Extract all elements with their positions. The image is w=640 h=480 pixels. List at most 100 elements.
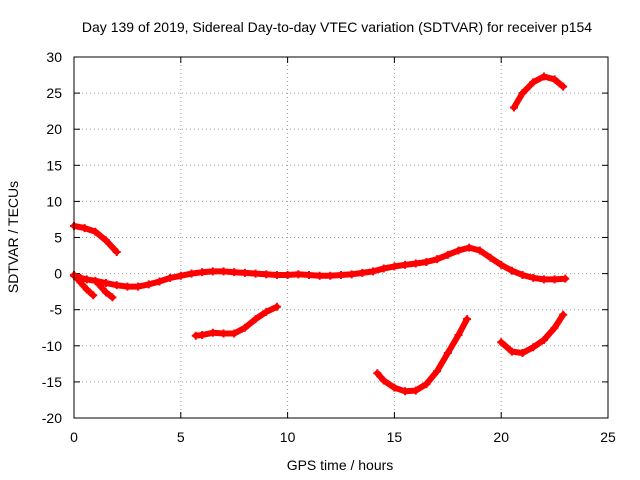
data-point: [507, 266, 516, 275]
data-point: [497, 338, 506, 347]
data-point: [187, 269, 196, 278]
x-tick-labels: 0 5 10 15 20 25: [70, 429, 616, 445]
data-point: [369, 267, 378, 276]
data-point: [539, 336, 548, 345]
data-point: [251, 269, 260, 278]
y-axis-title: SDTVAR / TECUs: [5, 181, 21, 293]
data-point: [251, 315, 260, 324]
data-point: [283, 271, 292, 280]
data-point: [529, 78, 538, 87]
data-point: [559, 310, 568, 319]
y-tick-label: 25: [46, 85, 62, 101]
data-point: [155, 277, 164, 286]
data-point: [219, 329, 228, 338]
y-tick-label: 30: [46, 49, 62, 65]
data-point: [262, 307, 271, 316]
data-point: [422, 258, 431, 267]
data-point: [95, 281, 104, 290]
data-point: [539, 72, 548, 81]
data-point: [510, 103, 519, 112]
data-point: [198, 268, 207, 277]
data-point: [475, 246, 484, 255]
y-tick-label: 0: [54, 266, 62, 282]
x-tick-label: 5: [177, 429, 185, 445]
y-tick-label: -5: [50, 302, 63, 318]
data-point: [561, 274, 570, 283]
series-afternoon-dip: [373, 315, 472, 396]
y-tick-label: 15: [46, 157, 62, 173]
data-point: [108, 293, 117, 302]
data-point: [91, 276, 100, 285]
x-tick-label: 25: [600, 429, 616, 445]
chart-title: Day 139 of 2019, Sidereal Day-to-day VTE…: [82, 19, 592, 35]
data-point: [422, 380, 431, 389]
data-point: [123, 282, 132, 291]
data-point: [559, 82, 568, 91]
data-point: [102, 278, 111, 287]
data-point: [401, 260, 410, 269]
x-axis-title: GPS time / hours: [287, 457, 394, 473]
series-line: [71, 272, 97, 299]
data-point: [240, 323, 249, 332]
data-point: [272, 271, 281, 280]
series-early-dip-2: [95, 281, 117, 302]
data-series: [70, 72, 570, 396]
series-evening-high: [510, 72, 568, 112]
data-point: [454, 330, 463, 339]
data-point: [465, 243, 474, 252]
y-tick-labels: -20 -15 -10 -5 0 5 10 15 20 25 30: [42, 49, 62, 426]
data-point: [550, 323, 559, 332]
series-evening-dip: [497, 310, 568, 358]
data-point: [401, 387, 410, 396]
data-point: [507, 347, 516, 356]
grid-lines: [74, 57, 608, 418]
data-point: [82, 275, 91, 284]
data-point: [102, 236, 111, 245]
plot-frame: [73, 56, 609, 419]
series-line: [511, 73, 567, 111]
x-tick-label: 15: [387, 429, 403, 445]
data-point: [176, 271, 185, 280]
data-point: [198, 330, 207, 339]
data-point: [463, 315, 472, 324]
data-point: [379, 264, 388, 273]
data-point: [208, 328, 217, 337]
data-point: [411, 386, 420, 395]
data-point: [144, 280, 153, 289]
data-point: [497, 260, 506, 269]
data-point: [518, 89, 527, 98]
data-point: [443, 349, 452, 358]
data-point: [315, 271, 324, 280]
data-point: [347, 270, 356, 279]
x-tick-label: 10: [280, 429, 296, 445]
series-morning-low: [191, 302, 281, 340]
series-main-arc: [70, 243, 570, 291]
data-point: [433, 255, 442, 264]
data-point: [433, 367, 442, 376]
y-tick-label: -15: [42, 374, 62, 390]
y-tick-label: 5: [54, 230, 62, 246]
data-point: [304, 271, 313, 280]
series-early-high: [70, 221, 121, 256]
series-line: [374, 316, 470, 395]
data-point: [230, 329, 239, 338]
data-point: [80, 224, 89, 233]
y-tick-label: -20: [42, 410, 62, 426]
data-point: [373, 369, 382, 378]
data-point: [89, 291, 98, 300]
data-point: [272, 302, 281, 311]
data-point: [486, 253, 495, 262]
data-point: [518, 271, 527, 280]
data-point: [550, 75, 559, 84]
series-line: [71, 244, 569, 290]
data-point: [326, 271, 335, 280]
data-point: [82, 285, 91, 294]
data-point: [390, 383, 399, 392]
data-point: [262, 270, 271, 279]
data-point: [411, 259, 420, 268]
data-point: [550, 275, 559, 284]
y-tick-label: -10: [42, 338, 62, 354]
y-tick-label: 10: [46, 193, 62, 209]
data-point: [443, 250, 452, 259]
